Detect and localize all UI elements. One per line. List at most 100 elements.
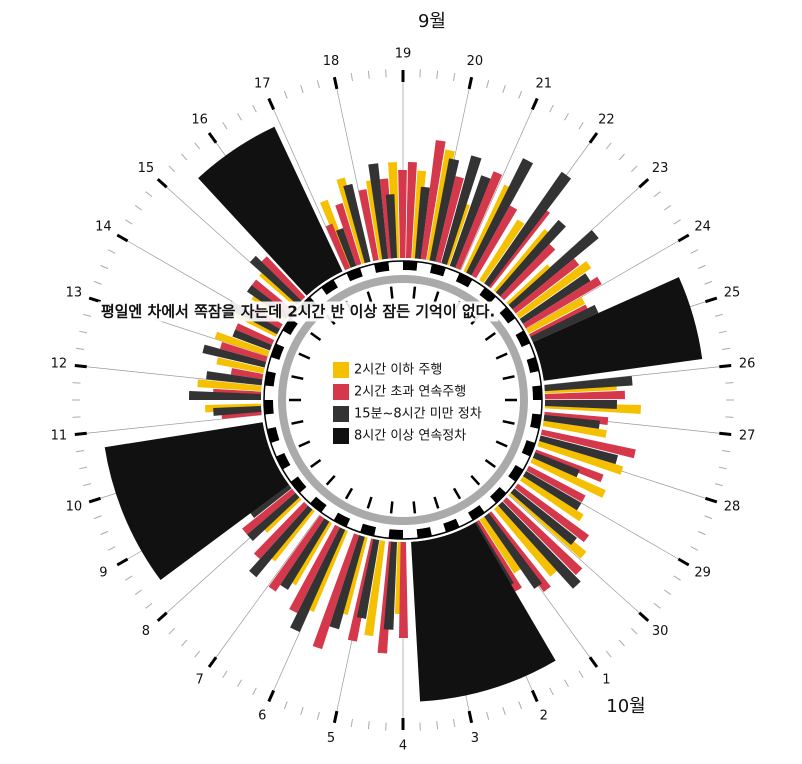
day-label: 10: [66, 499, 83, 514]
day-label: 5: [327, 731, 335, 746]
minor-tick: [454, 719, 455, 727]
day-label: 6: [258, 709, 266, 724]
day-label: 20: [467, 54, 484, 69]
minor-tick: [79, 467, 87, 469]
minor-tick: [619, 640, 624, 646]
major-tick: [705, 498, 716, 502]
major-tick: [590, 133, 597, 143]
minor-tick: [83, 314, 91, 316]
minor-tick: [79, 331, 87, 333]
minor-tick: [487, 80, 489, 88]
minor-tick: [487, 712, 489, 720]
minor-tick: [550, 688, 554, 695]
minor-tick: [565, 680, 569, 687]
ring-segment: [388, 529, 403, 539]
legend-swatch: [333, 384, 349, 400]
minor-tick: [705, 516, 712, 519]
minor-tick: [169, 628, 175, 634]
day-label: 9: [99, 566, 107, 581]
major-tick: [117, 559, 127, 565]
day-label: 26: [739, 356, 756, 371]
day-label: 15: [138, 161, 155, 176]
major-tick: [705, 298, 716, 302]
minor-tick: [719, 331, 727, 333]
minor-tick: [631, 628, 637, 634]
major-tick: [469, 711, 471, 723]
minor-tick: [94, 281, 101, 284]
major-tick: [269, 691, 274, 702]
major-tick: [89, 498, 100, 502]
day-label: 24: [694, 220, 711, 235]
minor-tick: [223, 122, 227, 129]
day-label: 28: [724, 499, 741, 514]
day-label: 11: [51, 429, 68, 444]
minor-tick: [715, 314, 723, 316]
minor-tick: [705, 281, 712, 284]
major-tick: [334, 711, 336, 723]
minor-tick: [722, 348, 730, 349]
minor-tick: [146, 192, 152, 197]
legend-swatch: [333, 362, 349, 378]
minor-tick: [135, 205, 141, 210]
minor-tick: [654, 192, 660, 197]
minor-tick: [437, 721, 438, 729]
minor-tick: [631, 166, 637, 172]
minor-tick: [691, 547, 698, 551]
legend-swatch: [333, 406, 349, 422]
minor-tick: [195, 651, 200, 657]
minor-tick: [722, 451, 730, 452]
minor-tick: [691, 250, 698, 254]
day-label: 25: [724, 286, 741, 301]
major-tick: [209, 657, 216, 667]
major-tick: [678, 235, 688, 241]
minor-tick: [301, 85, 303, 93]
day-label: 8: [142, 624, 150, 639]
minor-tick: [503, 707, 505, 715]
minor-tick: [108, 547, 115, 551]
day-label: 16: [191, 113, 208, 128]
minor-tick: [503, 85, 505, 93]
day-label: 7: [195, 672, 203, 687]
day-label: 17: [254, 76, 271, 91]
ring-segment: [388, 261, 403, 271]
minor-tick: [125, 220, 132, 224]
inner-tick: [414, 501, 415, 513]
day-label: 30: [652, 624, 669, 639]
inner-tick: [391, 501, 392, 513]
legend-swatch: [333, 428, 349, 444]
major-tick: [334, 77, 336, 89]
minor-tick: [698, 531, 705, 534]
inner-tick: [414, 287, 415, 299]
day-label: 27: [739, 429, 756, 444]
minor-tick: [368, 71, 369, 79]
minor-tick: [195, 143, 200, 149]
minor-tick: [664, 205, 670, 210]
day-label: 19: [395, 47, 412, 62]
minor-tick: [101, 265, 108, 268]
minor-tick: [182, 154, 187, 160]
minor-tick: [182, 640, 187, 646]
day-label: 3: [471, 731, 479, 746]
minor-tick: [606, 651, 611, 657]
minor-tick: [125, 576, 132, 580]
minor-tick: [519, 91, 522, 98]
major-tick: [209, 133, 216, 143]
minor-tick: [654, 603, 660, 608]
minor-tick: [253, 105, 257, 112]
ring-segment: [532, 385, 542, 400]
day-label: 13: [66, 286, 83, 301]
month-label: 9월: [418, 11, 446, 32]
major-tick: [158, 613, 167, 621]
minor-tick: [101, 531, 108, 534]
minor-tick: [715, 484, 723, 486]
major-tick: [678, 559, 688, 565]
day-label: 18: [323, 54, 340, 69]
minor-tick: [719, 467, 727, 469]
minor-tick: [674, 220, 681, 224]
minor-tick: [454, 73, 455, 81]
minor-tick: [579, 122, 583, 129]
day-label: 12: [51, 356, 68, 371]
minor-tick: [94, 516, 101, 519]
minor-tick: [619, 154, 624, 160]
